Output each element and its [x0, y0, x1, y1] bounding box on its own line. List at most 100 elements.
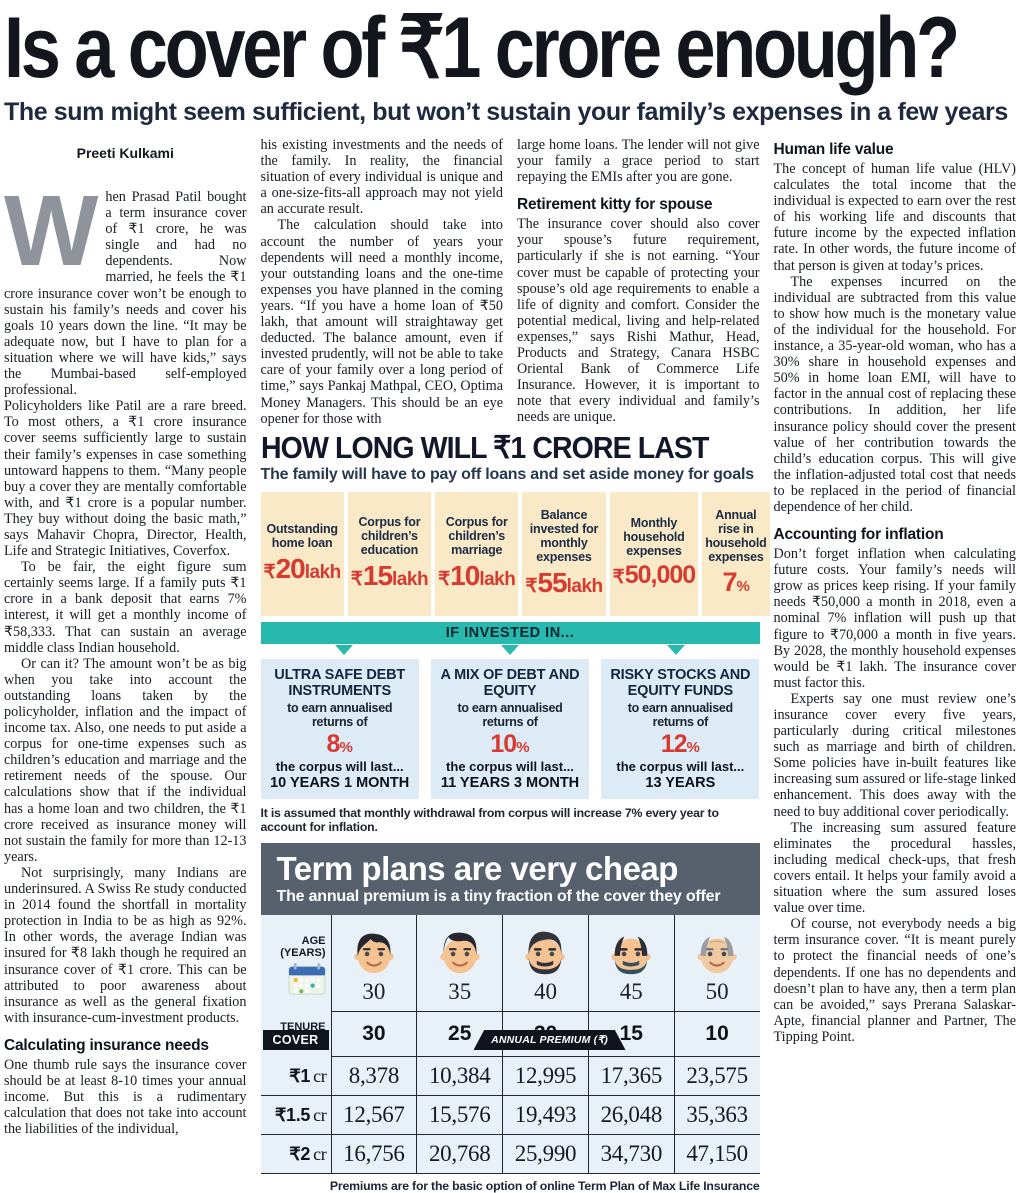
expense-boxes: Outstanding home loan ₹20lakh Corpus for… — [260, 492, 770, 616]
premium-cell: 12,567 — [330, 1096, 417, 1135]
headline-text: Is a cover of ₹1 crore enough? — [4, 2, 960, 96]
option-debt-equity-mix: A MIX OF DEBT AND EQUITY to earn annuali… — [430, 659, 590, 799]
man-age-45-icon — [611, 936, 652, 975]
paragraph: Experts say one must review one’s insura… — [773, 690, 1017, 820]
premium-cell: 19,493 — [502, 1096, 588, 1135]
paragraph: The concept of human life value (HLV) ca… — [773, 161, 1017, 274]
paragraph: To be fair, the eight figure sum certain… — [4, 559, 247, 656]
infographic-title: HOW LONG WILL ₹1 CRORE LAST — [260, 430, 709, 465]
down-arrow-icon — [667, 645, 686, 655]
expense-value: 7% — [722, 567, 750, 597]
premium-cell: 12,995 — [502, 1057, 588, 1096]
tenure-cell: 25 — [416, 1011, 503, 1057]
paragraph: The calculation should take into account… — [260, 217, 504, 427]
paragraph: Of course, not everybody needs a big ter… — [773, 916, 1017, 1045]
premium-cell: 25,990 — [502, 1135, 588, 1174]
section-heading-retirement-kitty: Retirement kitty for spouse — [517, 196, 713, 214]
returns-rate: 12% — [660, 730, 700, 758]
expense-value: ₹55lakh — [525, 566, 603, 598]
rupee-symbol: ₹ — [263, 561, 276, 583]
paragraph: Or can it? The amount won’t be as big wh… — [4, 655, 247, 865]
returns-rate: 8% — [326, 730, 353, 758]
infographic-how-long-will-1-crore-last: HOW LONG WILL ₹1 CRORE LAST The family w… — [260, 430, 770, 834]
option-ultra-safe-debt: ULTRA SAFE DEBT INSTRUMENTS to earn annu… — [260, 659, 419, 799]
paragraph: his existing investments and the needs o… — [260, 137, 504, 218]
calendar-icon — [288, 962, 325, 995]
cover-row-label: ₹2 cr — [260, 1135, 331, 1174]
premium-cell: 26,048 — [587, 1096, 674, 1135]
age-cell-40: 40 — [502, 915, 588, 1011]
expense-box-annual-rise: Annual rise in household expenses 7% — [702, 492, 770, 616]
man-age-35-icon — [439, 932, 480, 974]
premium-table: AGE (YEARS) — [260, 915, 760, 1174]
down-arrow-icon — [500, 645, 519, 655]
option-risky-stocks: RISKY STOCKS AND EQUITY FUNDS to earn an… — [601, 659, 760, 799]
term-plans-header: Term plans are very cheap The annual pre… — [260, 843, 760, 915]
age-cell-35: 35 — [416, 915, 502, 1011]
paragraph: The increasing sum assured feature elimi… — [773, 819, 1017, 917]
premium-cell: 34,730 — [587, 1135, 674, 1174]
man-age-50-icon — [697, 936, 737, 974]
article-column-2: his existing investments and the needs o… — [261, 137, 504, 429]
corpus-duration: 10 YEARS 1 MONTH — [270, 775, 410, 791]
section-heading-human-life-value: Human life value — [773, 141, 894, 158]
headline: Is a cover of ₹1 crore enough? — [4, 2, 1016, 96]
cover-label-badge: COVER — [262, 1030, 329, 1050]
rupee-symbol: ₹ — [350, 568, 363, 590]
expense-box-monthly-expenses: Monthly household expenses ₹50,000 — [609, 492, 699, 616]
term-plans-title: Term plans are very cheap — [276, 850, 679, 887]
infographic-area: HOW LONG WILL ₹1 CRORE LAST The family w… — [260, 429, 770, 1193]
investment-options: ULTRA SAFE DEBT INSTRUMENTS to earn annu… — [260, 659, 760, 799]
paragraph: One thumb rule says the insurance cover … — [4, 1056, 247, 1138]
table-source-note: Premiums are for the basic option of onl… — [329, 1179, 760, 1193]
article-column-4: Human life value The concept of human li… — [774, 137, 1017, 1193]
man-age-30-icon — [354, 933, 394, 974]
premium-cell: 10,384 — [416, 1057, 503, 1096]
byline: Preeti Kulkami — [76, 145, 174, 161]
paragraph: Policyholders like Patil are a rare bree… — [4, 398, 247, 560]
age-label-cell: AGE (YEARS) — [261, 915, 331, 1011]
paragraph: Not surprisingly, many Indians are under… — [4, 864, 247, 1026]
expense-box-home-loan: Outstanding home loan ₹20lakh — [260, 492, 344, 616]
down-arrow-icon — [334, 645, 353, 655]
premium-cell: 47,150 — [673, 1135, 760, 1174]
pointer-arrows — [261, 644, 760, 658]
paragraph: large home loans. The lender will not gi… — [517, 137, 760, 186]
age-cell-45: 45 — [587, 915, 674, 1011]
premium-cell: 35,363 — [673, 1096, 760, 1135]
expense-value: ₹15lakh — [350, 559, 429, 591]
corpus-duration: 11 YEARS 3 MONTH — [440, 775, 580, 791]
premium-cell: 16,756 — [330, 1135, 417, 1174]
man-age-40-icon — [525, 931, 566, 975]
section-heading-calculating-insurance-needs: Calculating insurance needs — [4, 1036, 209, 1054]
dropcap-letter: W — [4, 175, 99, 287]
cover-row-label: ₹1 cr — [260, 1057, 331, 1096]
rupee-symbol: ₹ — [612, 567, 625, 588]
expense-value: ₹10lakh — [438, 559, 516, 591]
infographic-footnote: It is assumed that monthly withdrawal fr… — [260, 806, 719, 834]
premium-cell: 8,378 — [330, 1057, 417, 1096]
age-cell-30: 30 — [330, 915, 417, 1011]
paragraph: Don’t forget inflation when calculating … — [773, 546, 1017, 691]
expense-box-marriage: Corpus for children’s marriage ₹10lakh — [435, 492, 519, 616]
premium-cell: 15,576 — [416, 1096, 503, 1135]
premium-cell: 20,768 — [416, 1135, 503, 1174]
infographic-subtitle: The family will have to pay off loans an… — [260, 466, 755, 483]
paragraph: The insurance cover should also cover yo… — [517, 216, 760, 426]
expense-value: ₹20lakh — [263, 552, 342, 584]
premium-cell: 17,365 — [587, 1057, 674, 1096]
section-heading-accounting-for-inflation: Accounting for inflation — [773, 526, 944, 544]
tenure-cell: 30 — [330, 1011, 417, 1057]
age-cell-50: 50 — [673, 915, 760, 1011]
premium-cell: 23,575 — [673, 1057, 760, 1096]
expense-box-balance-invested: Balance invested for monthly expenses ₹5… — [522, 492, 606, 616]
term-plans-subtitle: The annual premium is a tiny fraction of… — [276, 888, 721, 905]
article-column-3: large home loans. The lender will not gi… — [517, 137, 760, 429]
paragraph-text: hen Prasad Patil bought a term insurance… — [4, 189, 247, 399]
returns-rate: 10% — [490, 730, 530, 758]
annual-premium-ribbon: ANNUAL PREMIUM (₹) — [473, 1030, 626, 1050]
subheadline: The sum might seem sufficient, but won’t… — [4, 98, 1008, 126]
